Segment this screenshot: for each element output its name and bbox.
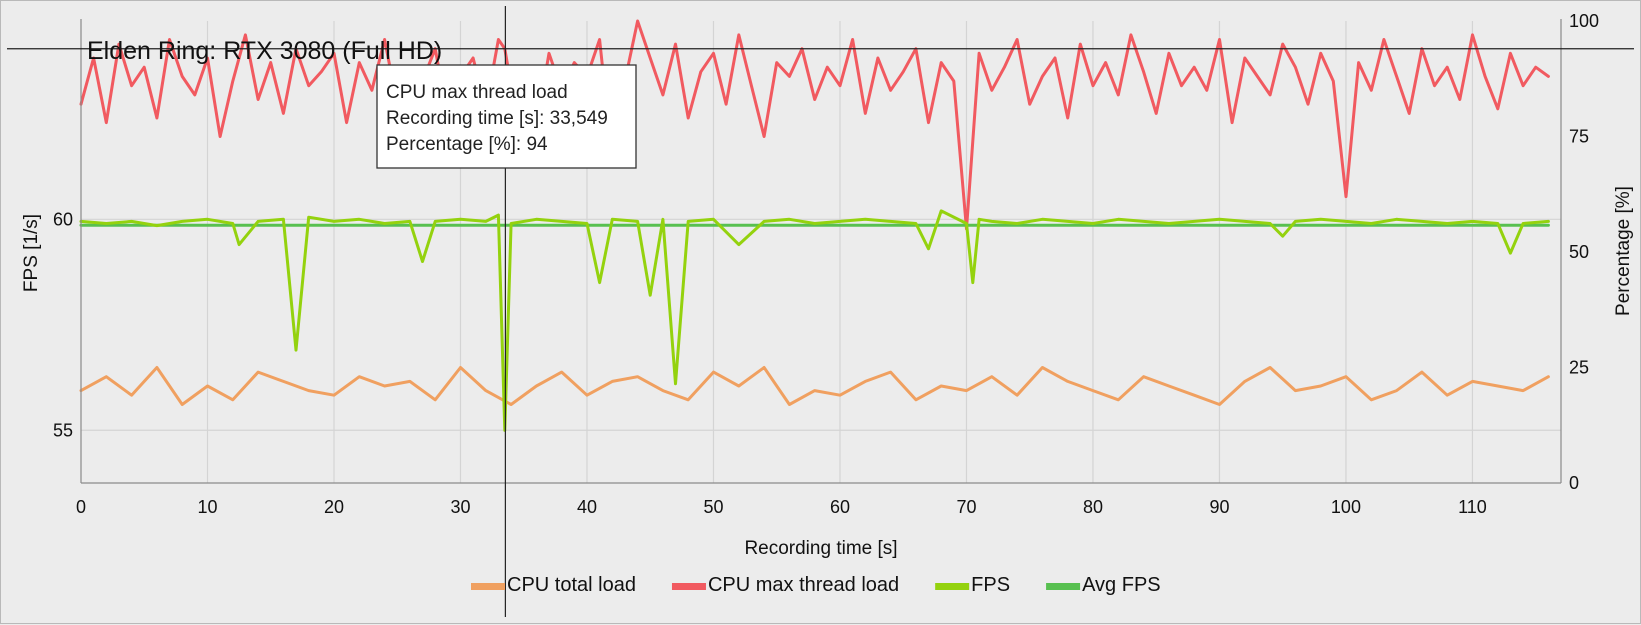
x-tick-label: 20 — [324, 497, 344, 517]
legend-swatch — [935, 583, 970, 590]
y-right-tick-label: 100 — [1569, 11, 1599, 31]
series-fps-line — [79, 209, 1550, 432]
chart-title: Elden Ring: RTX 3080 (Full HD) — [87, 37, 442, 65]
tooltip-series-name: CPU max thread load — [386, 82, 568, 103]
tooltip: CPU max thread load Recording time [s]: … — [376, 64, 637, 169]
x-tick-label: 10 — [197, 497, 217, 517]
y-right-tick-label: 0 — [1569, 473, 1579, 493]
x-tick-label: 40 — [577, 497, 597, 517]
plot-area[interactable] — [81, 21, 1561, 483]
y-left-tick-label: 55 — [53, 420, 73, 440]
legend-label: CPU total load — [507, 574, 636, 596]
legend-swatch — [1046, 583, 1081, 590]
series-cpu-total-load-line — [79, 366, 1550, 406]
tooltip-x-line: Recording time [s]: 33,549 — [386, 108, 608, 129]
tooltip-box — [376, 64, 637, 169]
legend-label: CPU max thread load — [708, 574, 899, 596]
x-tick-label: 70 — [956, 497, 976, 517]
y-left-axis-title: FPS [1/s] — [21, 214, 42, 292]
legend-swatch — [671, 583, 706, 590]
x-tick-label: 110 — [1458, 497, 1487, 517]
y-left-tick-label: 60 — [53, 209, 73, 229]
series-cpu-max-thread-load-line — [79, 19, 1550, 231]
y-right-tick-label: 75 — [1569, 127, 1589, 147]
x-tick-label: 90 — [1209, 497, 1229, 517]
tooltip-y-line: Percentage [%]: 94 — [386, 134, 548, 155]
legend-swatch — [471, 583, 505, 590]
y-right-tick-label: 50 — [1569, 242, 1589, 262]
x-tick-label: 30 — [450, 497, 470, 517]
x-tick-label: 100 — [1331, 497, 1361, 517]
x-tick-labels: 0 10 20 30 40 50 60 70 80 90 100 110 — [76, 497, 1487, 517]
y-right-tick-labels: 0 25 50 75 100 — [1569, 11, 1599, 493]
legend-label: FPS — [971, 574, 1010, 596]
legend-label: Avg FPS — [1082, 574, 1161, 596]
x-tick-label: 60 — [830, 497, 850, 517]
x-tick-label: 50 — [703, 497, 723, 517]
x-tick-label: 0 — [76, 497, 86, 517]
y-right-axis-title: Percentage [%] — [1613, 186, 1634, 316]
x-tick-label: 80 — [1083, 497, 1103, 517]
legend: CPU total load CPU max thread load FPS Avg … — [471, 574, 1161, 596]
y-right-tick-label: 25 — [1569, 358, 1589, 378]
y-left-tick-labels: 55 60 — [53, 209, 73, 440]
x-axis-title: Recording time [s] — [744, 538, 897, 559]
series-layer — [79, 19, 1550, 432]
